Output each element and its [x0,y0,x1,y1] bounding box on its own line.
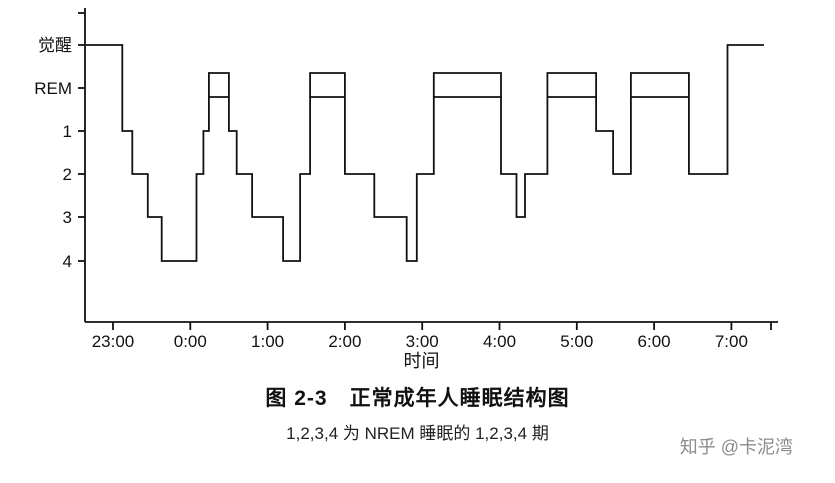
rem-box [630,72,690,97]
y-tick-label: 3 [63,208,72,227]
x-tick-label: 0:00 [174,332,207,351]
figure-subcaption: 1,2,3,4 为 NREM 睡眠的 1,2,3,4 期 [286,424,549,443]
y-tick-label: 觉醒 [38,36,72,55]
hypnogram-line [85,44,764,262]
x-tick-label: 3:00 [406,332,439,351]
figure-caption: 图 2-3 正常成年人睡眠结构图 [265,387,570,410]
x-tick-label: 1:00 [251,332,284,351]
x-axis-title: 时间 [404,351,440,371]
rem-box [309,72,346,97]
x-tick-label: 7:00 [715,332,748,351]
rem-box [208,72,230,97]
x-tick-label: 2:00 [328,332,361,351]
hypnogram-chart: 觉醒 REM 1 2 3 4 23:00 0:00 1:00 2:00 3:00 4:00 5:00 6:… [34,8,778,371]
rem-box [546,72,597,97]
watermark: 知乎 @卡泥湾 [679,437,793,457]
y-tick-label: 4 [63,252,72,271]
y-tick-label: REM [34,79,72,98]
x-tick-label: 4:00 [483,332,516,351]
y-tick-label: 1 [63,122,72,141]
x-tick-label: 5:00 [560,332,593,351]
y-tick-label: 2 [63,165,72,184]
x-tick-label: 6:00 [638,332,671,351]
x-tick-label: 23:00 [92,332,135,351]
rem-box [432,72,502,97]
